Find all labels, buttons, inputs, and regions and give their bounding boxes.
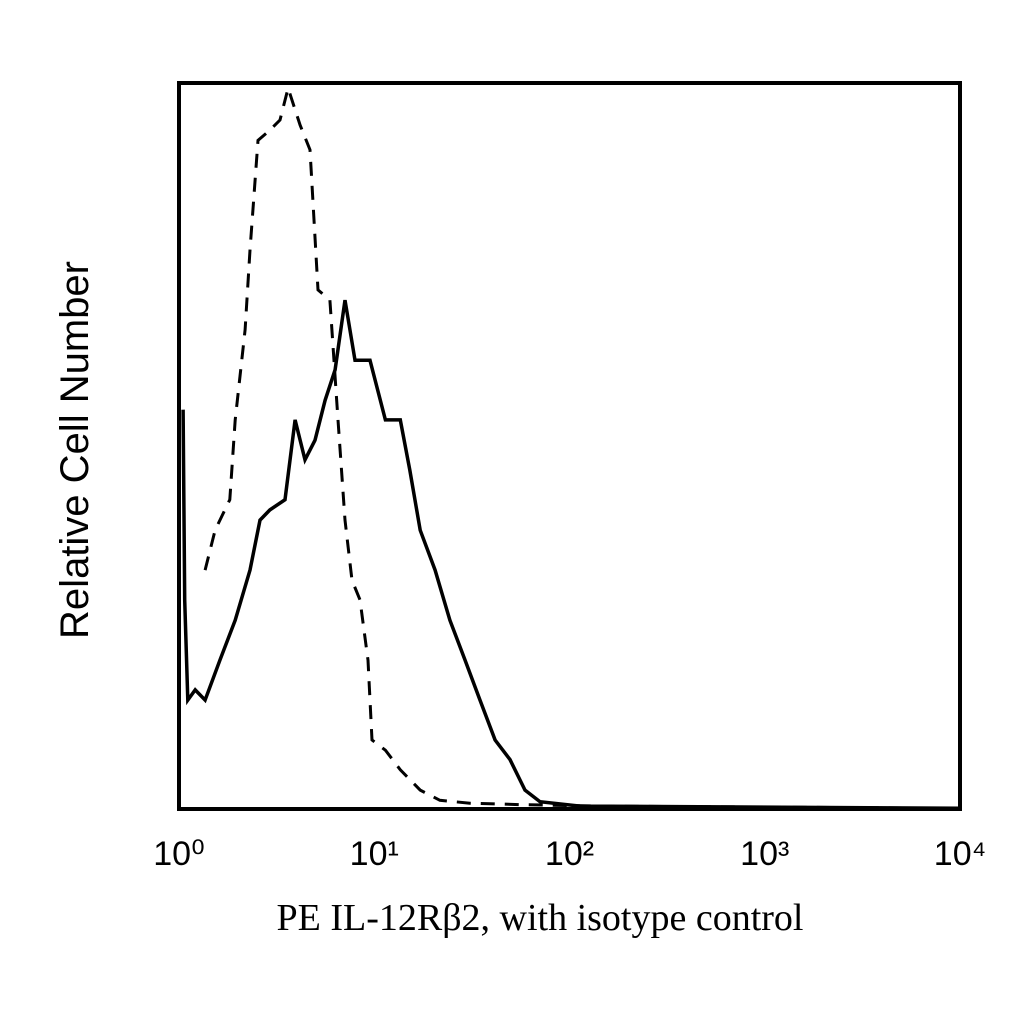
solid-histogram <box>181 299 961 811</box>
x-tick-label: 10² <box>545 835 594 873</box>
x-axis-label: PE IL-12Rβ2, with isotype control <box>276 897 803 939</box>
x-tick-label: 10⁰ <box>153 835 204 873</box>
x-tick-label: 10¹ <box>350 835 399 873</box>
dashed-histogram <box>203 82 961 810</box>
plot-frame <box>177 81 962 811</box>
x-tick-label: 10³ <box>740 835 789 873</box>
y-axis-label: Relative Cell Number <box>53 261 97 639</box>
x-tick-label: 10⁴ <box>934 835 986 873</box>
